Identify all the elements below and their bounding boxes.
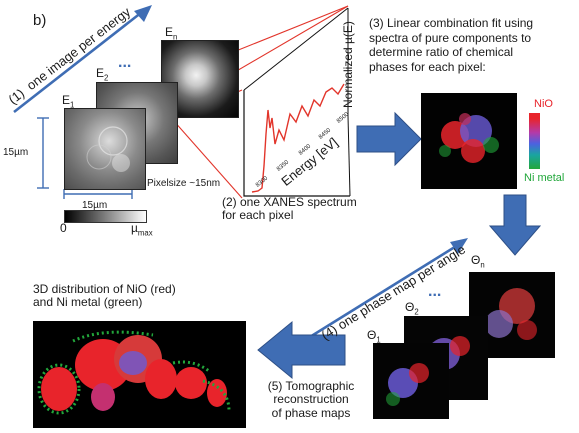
result-title: 3D distribution of NiO (red) and Ni meta…	[33, 282, 176, 310]
reconstruction-blobs	[37, 330, 231, 415]
phase-map-image	[421, 93, 517, 189]
step2-caption: (2) one XANES spectrum for each pixel	[222, 195, 357, 223]
angle-image-1-blobs	[386, 363, 429, 406]
energy-label-2: E2	[96, 66, 109, 83]
scale-vertical-label: 15µm	[3, 147, 29, 158]
spectrum-y-label: Normalized µ(E)	[341, 21, 355, 108]
step3-caption: (3) Linear combination fit using spectra…	[369, 16, 534, 74]
spectrum-curve	[251, 83, 345, 193]
spectrum-frame	[243, 90, 350, 197]
angle-direction-arrow	[304, 238, 468, 342]
arrow-down-to-angles	[488, 194, 542, 256]
angle-image-n-blobs	[485, 288, 537, 340]
panel-label: b)	[33, 12, 47, 29]
scale-bar-vertical	[37, 117, 49, 189]
scale-horizontal-label: 15µm	[82, 200, 108, 211]
colorbar-max-label: µmax	[131, 221, 153, 238]
phase-map-blobs	[439, 113, 499, 163]
angle-label-2: Θ2	[405, 300, 419, 317]
legend-ni-metal-label: Ni metal	[524, 172, 565, 184]
energy-label-1: E1	[62, 93, 75, 110]
legend-nio-label: NiO	[534, 98, 553, 110]
angle-ellipsis: ...	[428, 283, 442, 300]
phase-colorbar	[529, 113, 540, 169]
step5-caption: (5) Tomographic reconstruction of phase …	[267, 379, 355, 420]
texture-overlay	[86, 126, 130, 172]
energy-direction-arrow	[13, 5, 152, 114]
xanes-spectrum-plot	[243, 7, 351, 197]
angle-image-1	[373, 343, 449, 419]
pixelsize-label: Pixelsize ~15nm	[147, 178, 221, 189]
reconstruction-3d-image	[33, 321, 246, 428]
energy-ellipsis: ...	[118, 54, 132, 71]
colorbar-min-label: 0	[60, 221, 67, 235]
arrow-to-phase-map	[356, 111, 422, 167]
scale-bar-horizontal	[63, 189, 133, 199]
energy-image-1	[64, 108, 146, 190]
energy-label-n: En	[165, 25, 178, 42]
arrow-left-to-reconstruction	[257, 320, 346, 380]
grayscale-colorbar	[64, 210, 147, 223]
angle-label-n: Θn	[471, 253, 485, 270]
angle-label-1: Θ1	[367, 328, 381, 345]
